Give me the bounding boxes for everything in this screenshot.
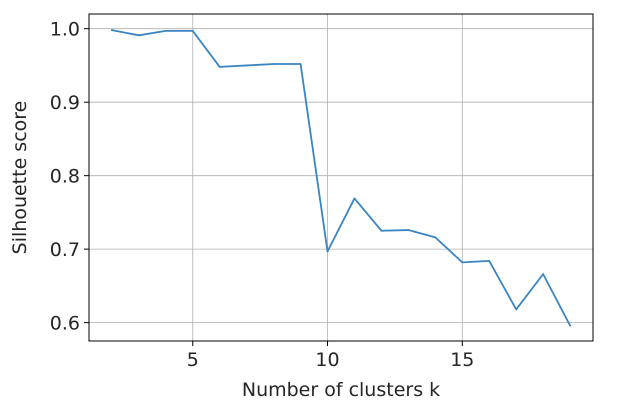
plot-frame [88, 13, 594, 342]
x-axis: 5 10 15 [187, 341, 474, 371]
y-tick-label: 0.8 [50, 166, 80, 188]
y-tick-label: 0.9 [50, 92, 80, 114]
y-tick-label: 0.6 [50, 313, 80, 335]
x-tick-label: 10 [315, 349, 339, 371]
data-point [461, 261, 464, 264]
y-tick-label: 0.7 [50, 239, 80, 261]
series-line [111, 29, 571, 327]
data-point [542, 273, 545, 276]
grid-lines [89, 14, 593, 341]
x-tick-label: 15 [450, 349, 474, 371]
data-point [164, 30, 167, 32]
data-point [569, 324, 571, 327]
x-axis-label: Number of clusters k [242, 379, 440, 401]
data-point [488, 260, 491, 262]
data-point [299, 63, 302, 65]
data-point [407, 229, 410, 231]
data-point [137, 34, 140, 37]
y-tick-label: 1.0 [50, 19, 80, 41]
y-axis: 0.6 0.7 0.8 0.9 1.0 [50, 19, 89, 335]
data-point [326, 250, 329, 253]
data-point [272, 63, 275, 65]
x-tick-label: 5 [187, 349, 199, 371]
data-point [353, 197, 356, 200]
data-point [191, 30, 194, 32]
y-axis-label: Silhouette score [9, 101, 31, 255]
data-point [245, 64, 248, 67]
series-layer [111, 29, 571, 327]
data-point [434, 236, 437, 239]
data-point [218, 66, 221, 68]
data-point [380, 229, 383, 232]
data-point [515, 308, 518, 311]
data-point [111, 29, 113, 32]
